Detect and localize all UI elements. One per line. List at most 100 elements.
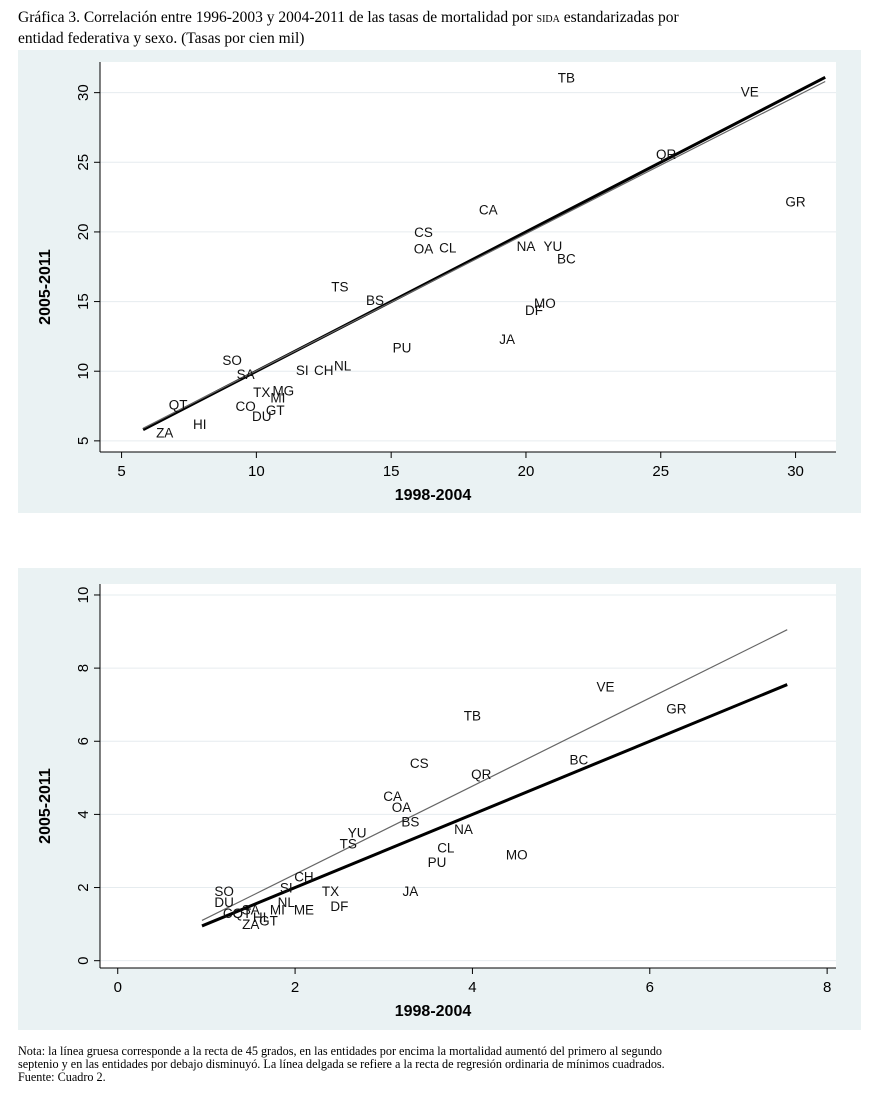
point-label: SI (280, 881, 293, 896)
note-line-2: septenio y en las entidades por debajo d… (18, 1057, 665, 1071)
x-tick-label: 0 (114, 979, 122, 996)
chart-panel-1: 5 10 15 20 25 30 5 10 15 20 25 30 1998-2004 2005-2011… (18, 50, 861, 513)
point-label: OA (414, 242, 434, 257)
point-label: JA (402, 884, 418, 899)
y-tick-label: 10 (75, 363, 92, 380)
y-tick-label: 8 (75, 664, 92, 672)
point-label: MG (272, 384, 294, 399)
point-label: PU (428, 855, 447, 870)
point-label: SA (237, 367, 255, 382)
y-tick-label: 15 (75, 293, 92, 310)
note-line-1: Nota: la línea gruesa corresponde a la r… (18, 1044, 663, 1058)
scatter-chart-2: 0 2 4 6 8 0 2 4 6 8 10 1998-2004 2005-2011 VE GR TB BC CS… (37, 584, 836, 1020)
point-label: NL (278, 895, 296, 910)
point-label: SO (214, 884, 234, 899)
x-tick-label: 20 (518, 463, 535, 480)
point-label: BC (557, 251, 576, 266)
point-label: TX (322, 884, 339, 899)
point-label: DU (214, 895, 234, 910)
point-label: BS (366, 293, 384, 308)
point-label: YU (544, 239, 563, 254)
point-label: QT (169, 398, 188, 413)
x-tick-label: 30 (787, 463, 804, 480)
point-label: PU (393, 341, 412, 356)
x-axis-title: 1998-2004 (395, 1003, 472, 1020)
line-45-degree (201, 683, 788, 928)
point-label: SI (296, 363, 309, 378)
regression-line (201, 629, 788, 921)
point-label: CS (410, 756, 429, 771)
y-tick-label: 10 (75, 587, 92, 604)
x-tick-label: 6 (646, 979, 654, 996)
point-label: CH (314, 363, 334, 378)
y-tick-label: 0 (75, 957, 92, 965)
point-label: DF (330, 899, 348, 914)
point-label: CS (414, 225, 433, 240)
point-label: TS (331, 279, 348, 294)
caption-line2: entidad federativa y sexo. (Tasas por ci… (18, 30, 305, 47)
point-label: CA (383, 789, 402, 804)
point-label: MI (270, 391, 285, 406)
point-label: HI (193, 417, 207, 432)
point-label: QT (233, 906, 252, 921)
x-axis-title: 1998-2004 (395, 487, 472, 504)
point-label: GT (266, 403, 285, 418)
point-label: NA (517, 239, 536, 254)
point-label: JA (499, 332, 515, 347)
regression-line (142, 80, 826, 429)
x-tick-label: 5 (117, 463, 125, 480)
point-label: CA (479, 203, 498, 218)
point-label: NA (454, 822, 473, 837)
x-tick-label: 4 (468, 979, 476, 996)
point-label: YU (348, 826, 367, 841)
point-label: TB (464, 709, 481, 724)
y-tick-label: 25 (75, 154, 92, 171)
point-label: NL (334, 359, 352, 374)
point-label: DF (525, 303, 543, 318)
scatter-chart-1: 5 10 15 20 25 30 5 10 15 20 25 30 1998-2004 2005-2011… (37, 62, 836, 504)
point-label: CL (437, 840, 455, 855)
plot-area (100, 584, 836, 968)
figure-caption: Gráfica 3. Correlación entre 1996-2003 y… (18, 8, 868, 49)
point-label: QR (471, 767, 492, 782)
point-label: CO (223, 906, 243, 921)
x-tick-label: 8 (823, 979, 831, 996)
caption-prefix: Gráfica 3. Correlación entre 1996-2003 y… (18, 9, 533, 26)
y-tick-label: 30 (75, 84, 92, 101)
point-label: OA (392, 800, 412, 815)
point-label: VE (741, 84, 759, 99)
caption-sida: sida (536, 11, 560, 26)
point-label: GR (666, 701, 687, 716)
point-label: SA (242, 902, 260, 917)
caption-suffix: estandarizadas por (563, 9, 679, 26)
point-label: TB (558, 70, 575, 85)
point-label: CH (294, 870, 314, 885)
point-label: GR (785, 194, 806, 209)
y-tick-label: 6 (75, 737, 92, 745)
point-label: CO (235, 399, 255, 414)
point-label: GT (259, 913, 278, 928)
point-label: HI (253, 910, 266, 925)
point-label: SO (222, 353, 242, 368)
point-label: TX (253, 385, 270, 400)
x-tick-label: 25 (652, 463, 669, 480)
point-label: CL (439, 240, 457, 255)
point-label: MI (270, 902, 285, 917)
y-axis-title: 2005-2011 (37, 768, 54, 844)
y-tick-label: 4 (75, 810, 92, 818)
point-label: ZA (242, 917, 259, 932)
point-label: ZA (156, 426, 173, 441)
point-label: QR (656, 147, 677, 162)
point-label: DU (252, 409, 272, 424)
point-label: ME (294, 902, 314, 917)
x-tick-label: 10 (248, 463, 265, 480)
y-tick-label: 2 (75, 883, 92, 891)
point-label: VE (596, 679, 614, 694)
point-label: MO (534, 296, 556, 311)
figure-note: Nota: la línea gruesa corresponde a la r… (18, 1045, 878, 1084)
chart-panel-2: 0 2 4 6 8 0 2 4 6 8 10 1998-2004 2005-2011 VE GR TB BC CS… (18, 568, 861, 1030)
x-tick-label: 2 (291, 979, 299, 996)
y-tick-label: 20 (75, 224, 92, 241)
point-label: BC (569, 753, 588, 768)
x-tick-label: 15 (383, 463, 400, 480)
